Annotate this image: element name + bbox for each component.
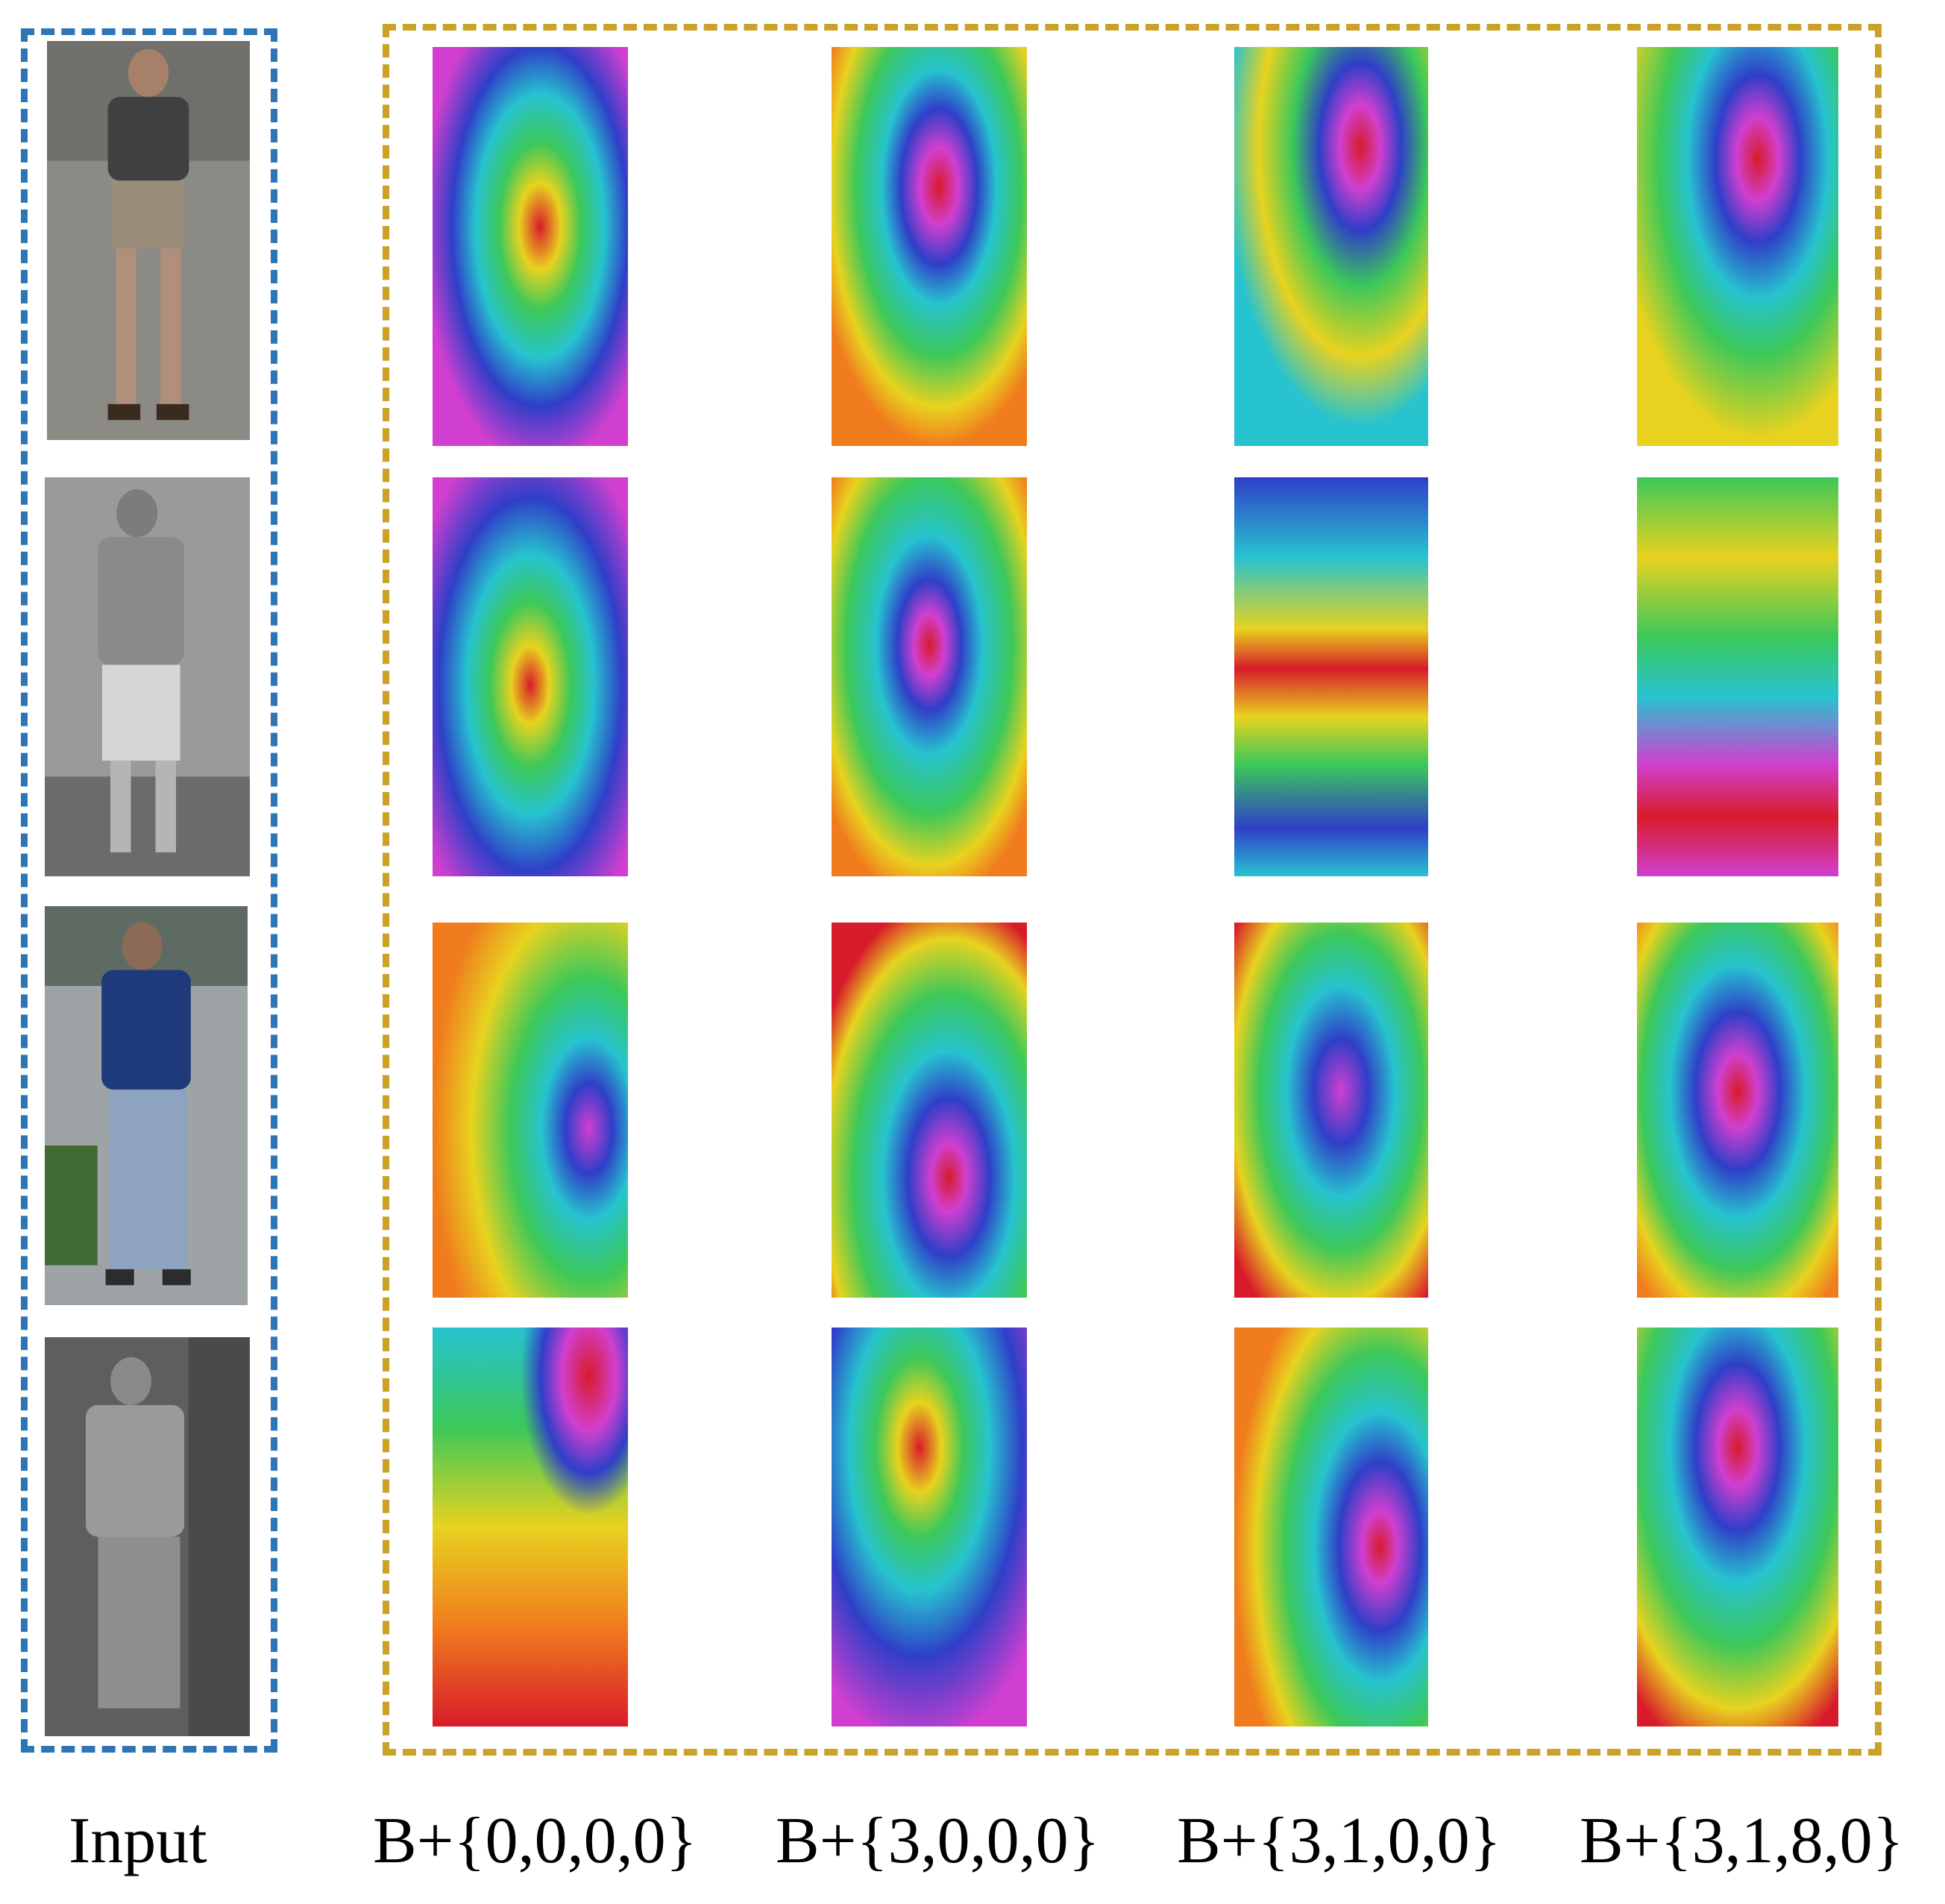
caption-column-4: B+{3,1,8,0} [1580,1805,1904,1877]
input-image-1 [47,41,250,440]
heatmap-r4-c3 [1234,1328,1428,1727]
heatmap-r3-c4 [1637,923,1838,1298]
heatmap-r2-c3 [1234,477,1428,876]
attention-maps-frame [383,24,1882,1756]
input-column-frame [21,28,277,1753]
caption-column-3: B+{3,1,0,0} [1177,1805,1501,1877]
heatmap-r2-c4 [1637,477,1838,876]
input-image-3 [45,906,248,1305]
heatmap-r1-c1 [433,47,628,446]
heatmap-r4-c1 [433,1328,628,1727]
input-image-2 [45,477,250,876]
caption-column-2: B+{3,0,0,0} [776,1805,1100,1877]
heatmap-r4-c2 [832,1328,1027,1727]
input-image-4 [45,1337,250,1736]
caption-column-1: B+{0,0,0,0} [373,1805,697,1877]
heatmap-r3-c1 [433,923,628,1298]
heatmap-r1-c2 [832,47,1027,446]
heatmap-r1-c4 [1637,47,1838,446]
heatmap-r4-c4 [1637,1328,1838,1727]
heatmap-r1-c3 [1234,47,1428,446]
heatmap-r3-c3 [1234,923,1428,1298]
caption-input: Input [69,1805,207,1877]
heatmap-r3-c2 [832,923,1027,1298]
heatmap-r2-c2 [832,477,1027,876]
heatmap-r2-c1 [433,477,628,876]
